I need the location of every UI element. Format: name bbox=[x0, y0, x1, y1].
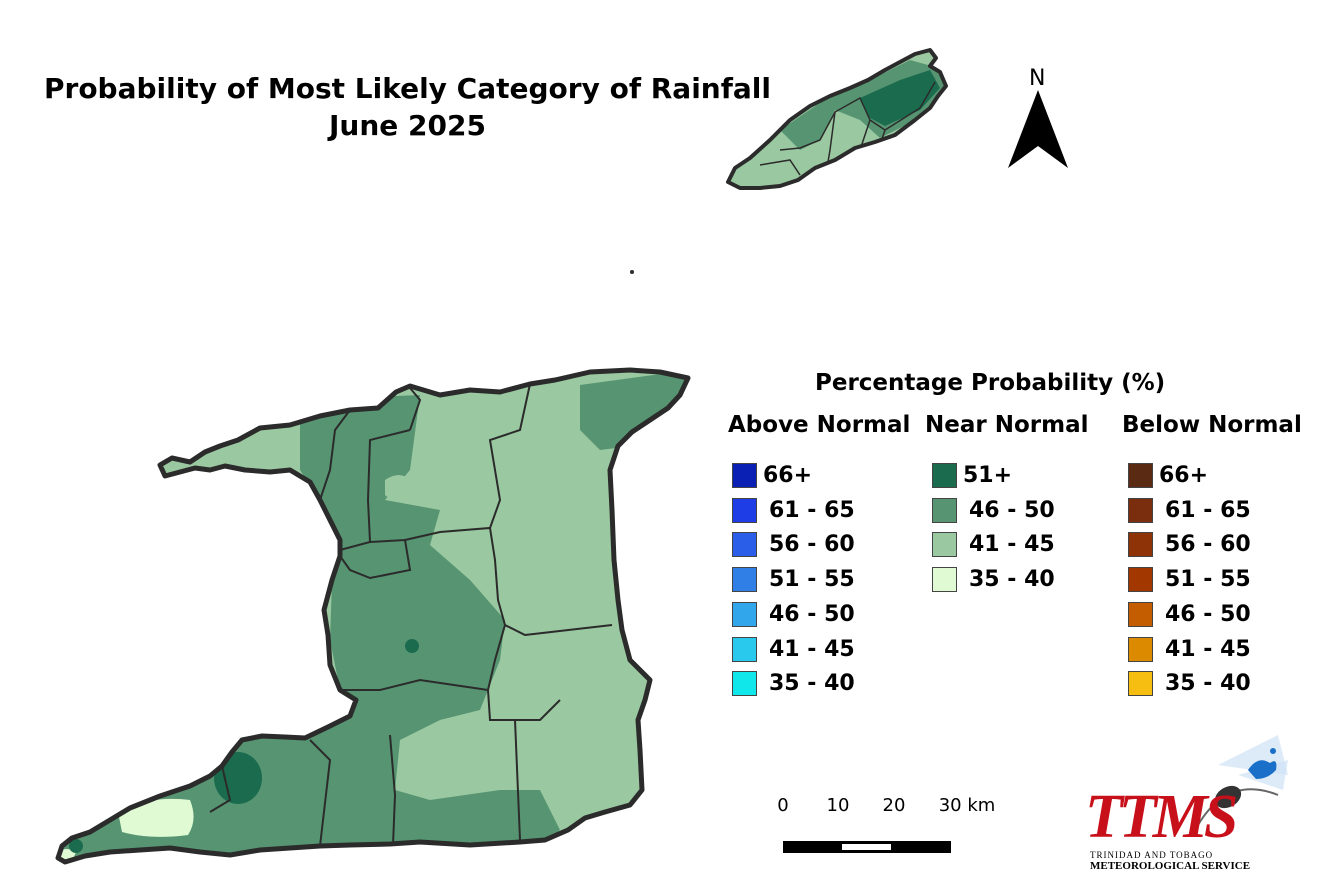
legend-swatch bbox=[1128, 532, 1153, 558]
legend-label: 46 - 50 bbox=[1165, 601, 1251, 627]
legend-swatch bbox=[932, 497, 957, 523]
legend-label: 41 - 45 bbox=[1165, 636, 1251, 662]
legend-item: 35 - 40 bbox=[1128, 670, 1251, 697]
legend-item: 41 - 45 bbox=[1128, 636, 1251, 663]
legend-swatch bbox=[732, 567, 757, 593]
legend-item: 66+ bbox=[732, 462, 812, 489]
legend-swatch bbox=[1128, 497, 1153, 523]
legend-label: 51+ bbox=[963, 463, 1013, 488]
legend-label: 35 - 40 bbox=[969, 567, 1055, 593]
legend-item: 56 - 60 bbox=[1128, 531, 1251, 558]
logo-subtitle1: TRINIDAD AND TOBAGO bbox=[1090, 850, 1214, 860]
legend-column-heading: Below Normal bbox=[1122, 412, 1302, 438]
legend-swatch bbox=[932, 463, 957, 488]
legend-title: Percentage Probability (%) bbox=[815, 370, 1166, 396]
legend-swatch bbox=[1128, 636, 1153, 662]
legend-swatch bbox=[732, 463, 757, 488]
legend-swatch bbox=[732, 601, 757, 627]
legend-swatch bbox=[932, 532, 957, 558]
legend-item: 46 - 50 bbox=[932, 497, 1055, 524]
scale-tick: 20 bbox=[882, 795, 906, 816]
legend-label: 66+ bbox=[763, 463, 813, 488]
north-label: N bbox=[1029, 66, 1046, 91]
legend-column-heading: Above Normal bbox=[728, 412, 911, 438]
legend-item: 35 - 40 bbox=[932, 566, 1055, 593]
scale-tick: 0 bbox=[777, 795, 789, 816]
scale-segment bbox=[839, 841, 894, 853]
legend-item: 41 - 45 bbox=[732, 636, 855, 663]
scale-segment bbox=[783, 841, 839, 853]
legend-label: 56 - 60 bbox=[769, 532, 855, 558]
legend-swatch bbox=[1128, 567, 1153, 593]
legend-label: 51 - 55 bbox=[769, 567, 855, 593]
legend-label: 46 - 50 bbox=[969, 497, 1055, 523]
legend-swatch bbox=[932, 567, 957, 593]
legend-label: 56 - 60 bbox=[1165, 532, 1251, 558]
legend-swatch bbox=[732, 532, 757, 558]
legend-item: 51 - 55 bbox=[1128, 566, 1251, 593]
legend-column-heading: Near Normal bbox=[925, 412, 1089, 438]
legend-label: 41 - 45 bbox=[769, 636, 855, 662]
legend-swatch bbox=[732, 671, 757, 697]
legend-label: 61 - 65 bbox=[769, 497, 855, 523]
ttms-logo-graphic bbox=[1197, 735, 1288, 826]
legend-label: 41 - 45 bbox=[969, 532, 1055, 558]
scale-bar: 0 10 20 30 km bbox=[770, 795, 1010, 865]
legend-label: 46 - 50 bbox=[769, 601, 855, 627]
scale-tick: 10 bbox=[826, 795, 850, 816]
legend-item: 35 - 40 bbox=[732, 670, 855, 697]
legend-label: 35 - 40 bbox=[769, 671, 855, 697]
legend-swatch bbox=[732, 497, 757, 523]
legend-swatch bbox=[1128, 601, 1153, 627]
legend-item: 41 - 45 bbox=[932, 531, 1055, 558]
map-title: Probability of Most Likely Category of R… bbox=[40, 70, 775, 144]
legend-item: 61 - 65 bbox=[732, 497, 855, 524]
title-line1: Probability of Most Likely Category of R… bbox=[43, 72, 771, 105]
legend-item: 46 - 50 bbox=[732, 601, 855, 628]
legend-label: 61 - 65 bbox=[1165, 497, 1251, 523]
logo-subtitle2: METEOROLOGICAL SERVICE bbox=[1090, 860, 1251, 872]
legend-label: 35 - 40 bbox=[1165, 671, 1251, 697]
legend-swatch bbox=[1128, 671, 1153, 697]
north-arrow-icon bbox=[1008, 90, 1068, 168]
legend-swatch bbox=[732, 636, 757, 662]
scale-segment bbox=[894, 841, 951, 853]
legend-label: 66+ bbox=[1159, 463, 1209, 488]
legend-swatch bbox=[1128, 463, 1153, 488]
legend-label: 51 - 55 bbox=[1165, 567, 1251, 593]
legend-item: 56 - 60 bbox=[732, 531, 855, 558]
legend-item: 51 - 55 bbox=[732, 566, 855, 593]
scale-tick: 30 km bbox=[938, 795, 996, 816]
legend-item: 51+ bbox=[932, 462, 1012, 489]
legend-item: 66+ bbox=[1128, 462, 1208, 489]
logo-wordmark: TTMS bbox=[1085, 783, 1238, 851]
title-line2: June 2025 bbox=[329, 109, 486, 142]
legend-item: 46 - 50 bbox=[1128, 601, 1251, 628]
legend-item: 61 - 65 bbox=[1128, 497, 1251, 524]
